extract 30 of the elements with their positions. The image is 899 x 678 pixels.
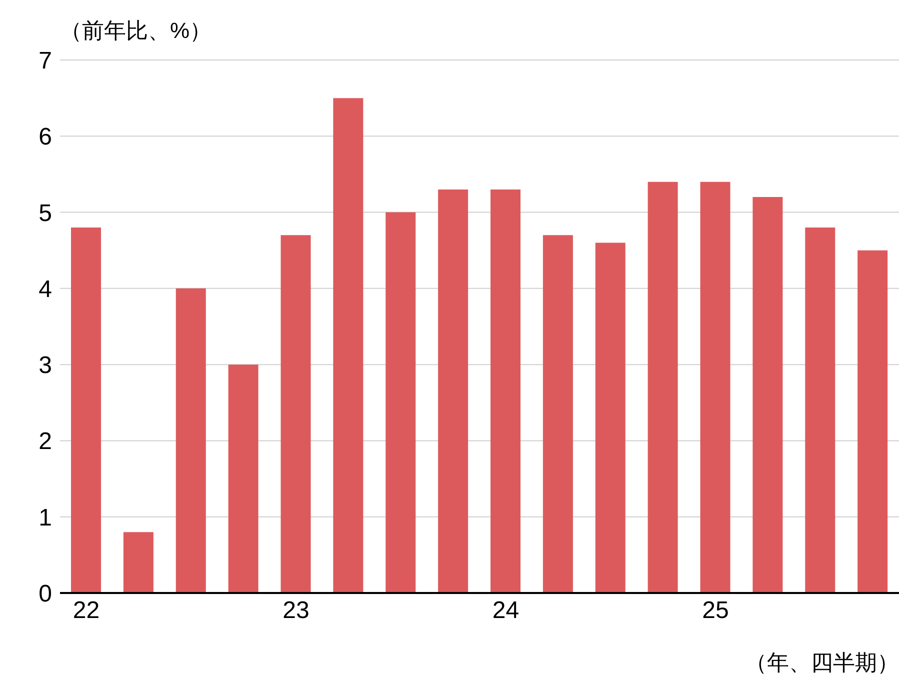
bar bbox=[333, 98, 364, 593]
y-tick-label: 5 bbox=[38, 200, 52, 227]
bar bbox=[176, 288, 206, 593]
bar bbox=[805, 228, 836, 593]
bar bbox=[386, 212, 416, 593]
x-tick-label: 23 bbox=[282, 597, 310, 624]
bar bbox=[438, 189, 468, 593]
bar bbox=[123, 532, 154, 593]
bar bbox=[71, 228, 101, 593]
y-tick-label: 0 bbox=[38, 580, 52, 608]
bar bbox=[700, 182, 730, 593]
y-tick-label: 1 bbox=[38, 504, 52, 532]
bar bbox=[752, 197, 783, 593]
y-tick-label: 6 bbox=[38, 124, 52, 151]
bar bbox=[228, 364, 258, 593]
bar bbox=[595, 242, 626, 593]
chart-title: （前年比、%） bbox=[60, 17, 212, 45]
x-tick-label: 22 bbox=[72, 597, 100, 624]
bar bbox=[280, 235, 311, 593]
y-tick-label: 4 bbox=[38, 276, 52, 303]
x-axis-title: （年、四半期） bbox=[745, 649, 899, 677]
y-tick-label: 7 bbox=[38, 48, 52, 75]
x-tick-label: 25 bbox=[702, 597, 729, 624]
y-tick-label: 3 bbox=[38, 352, 52, 380]
bar bbox=[858, 250, 888, 593]
x-tick-label: 24 bbox=[492, 597, 520, 624]
y-tick-label: 2 bbox=[38, 428, 52, 456]
bar bbox=[542, 235, 573, 593]
bar bbox=[490, 189, 520, 593]
bar bbox=[648, 182, 678, 593]
